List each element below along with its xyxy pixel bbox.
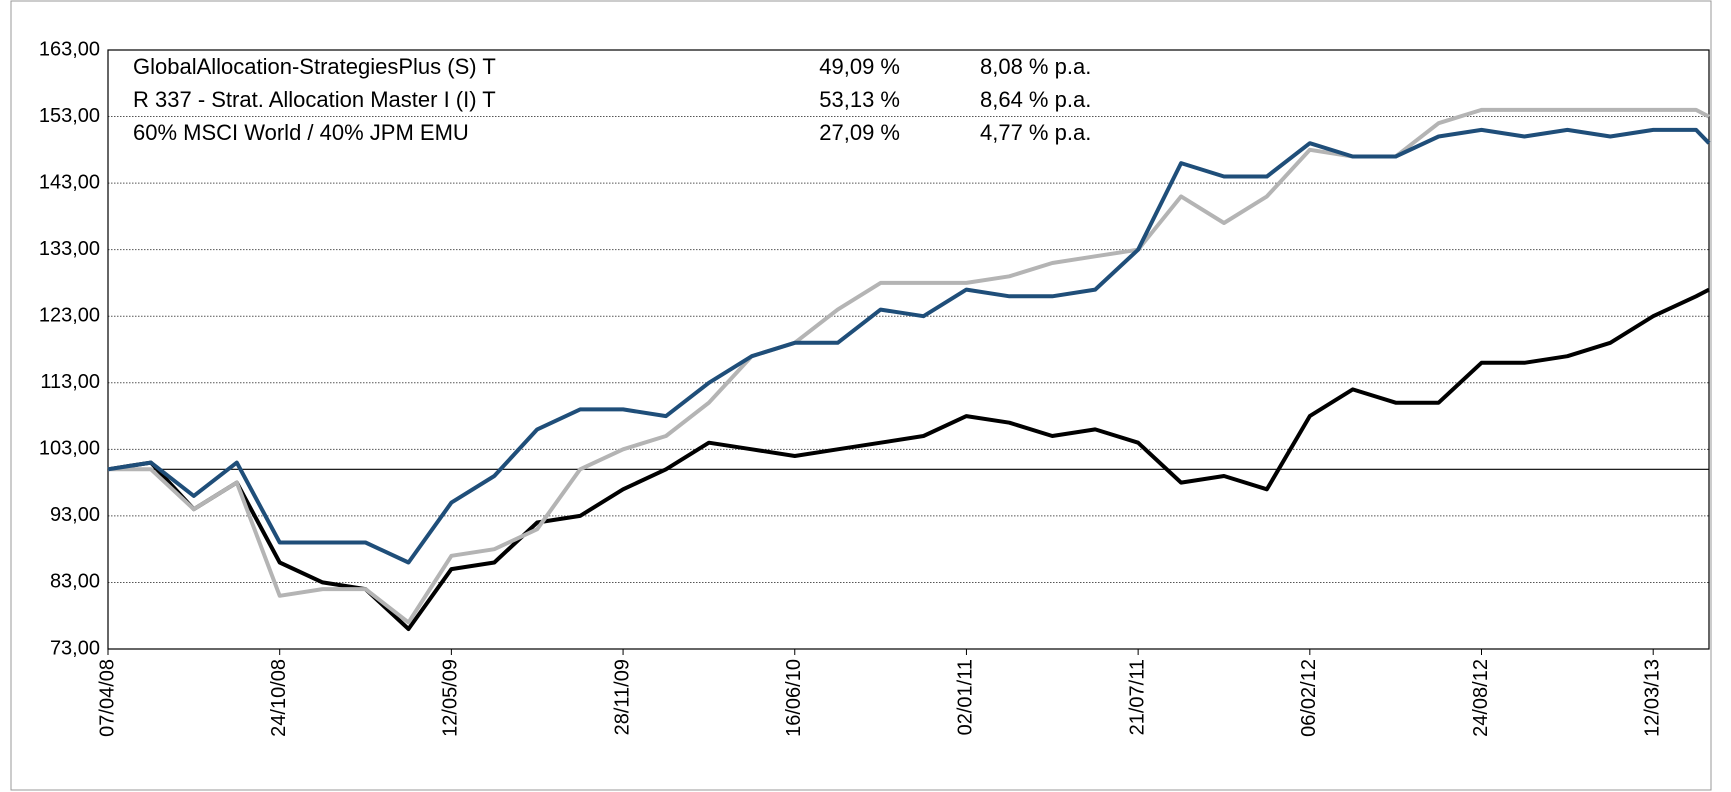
y-tick-label: 93,00	[50, 504, 100, 526]
y-tick-label: 133,00	[39, 238, 100, 260]
x-tick-label: 24/08/12	[1470, 659, 1492, 737]
legend-name: GlobalAllocation-StrategiesPlus (S) T	[133, 54, 496, 79]
series-line	[107, 127, 1711, 565]
y-tick-label: 113,00	[40, 371, 100, 393]
x-tick-label: 12/03/13	[1641, 659, 1663, 737]
legend-total-return: 53,13 %	[819, 87, 900, 112]
legend-name: R 337 - Strat. Allocation Master I (I) T	[133, 87, 496, 112]
x-tick-label: 06/02/12	[1298, 659, 1320, 737]
y-tick-label: 83,00	[50, 571, 100, 593]
y-tick-label: 143,00	[39, 171, 100, 193]
legend-annual-return: 8,64 % p.a.	[980, 87, 1091, 112]
legend-total-return: 49,09 %	[819, 54, 900, 79]
series-line	[107, 287, 1710, 631]
legend-annual-return: 8,08 % p.a.	[980, 54, 1091, 79]
frame	[10, 0, 1712, 791]
x-tick-label: 07/04/08	[96, 659, 118, 737]
x-tick-label: 21/07/11	[1126, 659, 1148, 735]
x-tick-label: 12/05/09	[440, 659, 462, 737]
x-tick-label: 02/01/11	[955, 659, 977, 735]
legend-annual-return: 4,77 % p.a.	[980, 120, 1091, 145]
series-line	[108, 107, 1710, 625]
y-tick-label: 123,00	[39, 305, 100, 327]
x-tick-label: 16/06/10	[783, 659, 805, 737]
x-tick-label: 24/10/08	[268, 659, 290, 737]
legend: GlobalAllocation-StrategiesPlus (S) T 49,…	[133, 54, 1091, 145]
y-tick-label: 153,00	[39, 105, 100, 127]
x-tick-label: 28/11/09	[611, 659, 633, 735]
y-tick-label: 163,00	[39, 38, 100, 60]
y-tick-label: 73,00	[50, 637, 100, 659]
plot-border	[107, 49, 1710, 650]
legend-name: 60% MSCI World / 40% JPM EMU	[133, 120, 469, 145]
y-tick-label: 103,00	[39, 438, 100, 460]
legend-total-return: 27,09 %	[819, 120, 900, 145]
